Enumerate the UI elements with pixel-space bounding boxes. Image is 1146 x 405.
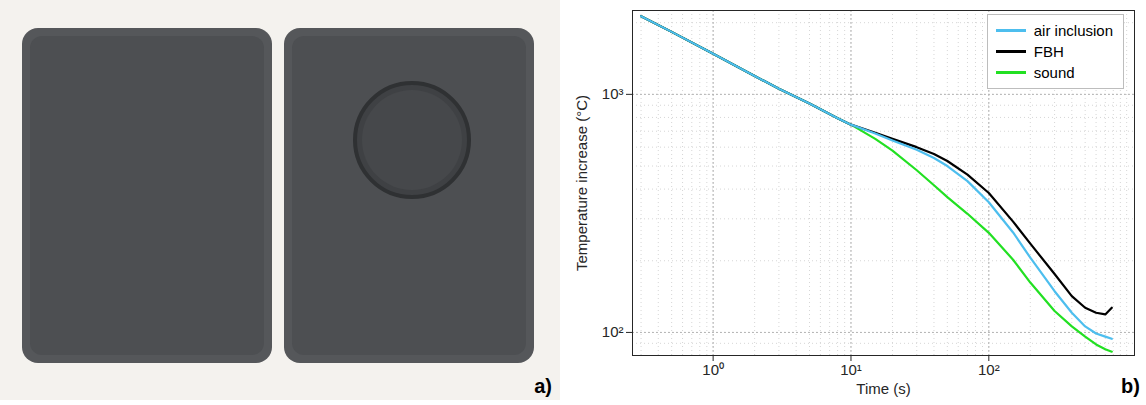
svg-text:10³: 10³ [602, 85, 624, 102]
svg-text:Temperature increase (°C): Temperature increase (°C) [573, 95, 590, 271]
svg-text:10²: 10² [978, 361, 1000, 378]
svg-text:10¹: 10¹ [840, 361, 862, 378]
html-text:FBH: FBH [1033, 43, 1064, 60]
svg-text:10⁰: 10⁰ [702, 361, 724, 378]
html-text:b): b) [1121, 375, 1140, 397]
html-text:air inclusion: air inclusion [1033, 22, 1113, 39]
svg-text:Time (s): Time (s) [856, 380, 910, 397]
svg-text:10²: 10² [602, 323, 624, 340]
html-text:a): a) [534, 375, 552, 397]
html-text:sound: sound [1033, 64, 1075, 81]
